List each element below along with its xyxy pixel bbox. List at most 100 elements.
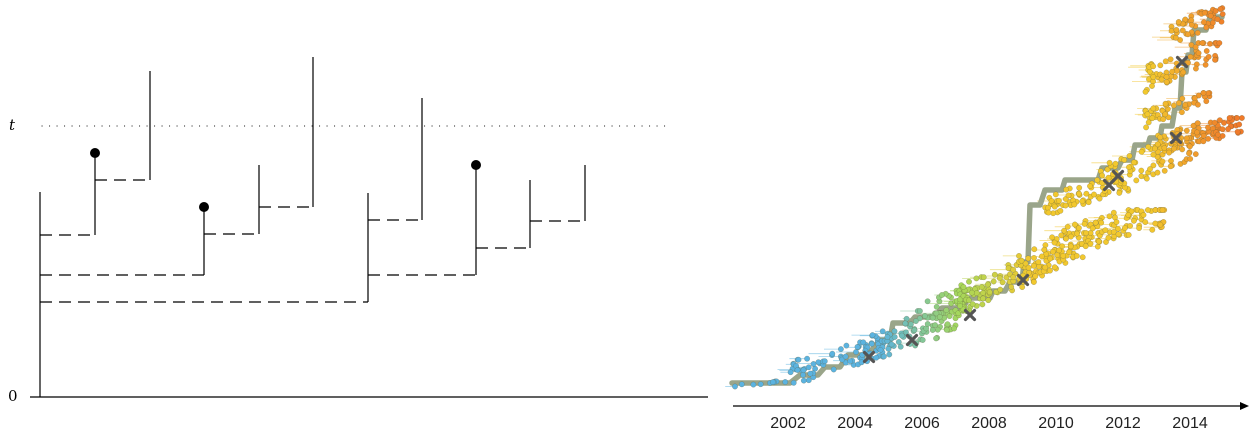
tip-dot — [1173, 26, 1180, 33]
tip-dot — [1169, 68, 1176, 75]
tip-dot — [787, 369, 794, 376]
tip-dot — [1051, 239, 1058, 246]
tip-dot — [1175, 19, 1182, 25]
tip-dot — [1121, 225, 1128, 231]
tip-dot — [1161, 145, 1168, 151]
tip-dot — [1045, 209, 1052, 216]
tip-dot — [1065, 192, 1072, 199]
tip-dot — [1105, 234, 1112, 241]
tip-dot — [985, 297, 992, 304]
tip-dot — [795, 356, 802, 363]
tip-dot — [1211, 119, 1218, 126]
tip-dot — [921, 313, 928, 319]
tip-dot — [1194, 29, 1201, 36]
year-label: 2010 — [1038, 415, 1074, 432]
tip-dot — [847, 358, 854, 365]
tip-dot — [1079, 254, 1086, 261]
year-label: 2006 — [904, 415, 940, 432]
lineages — [39, 57, 586, 397]
year-label: 2014 — [1172, 415, 1208, 432]
tip-dot — [879, 328, 886, 335]
tip-dot — [965, 297, 972, 304]
zero-label: 0 — [8, 387, 18, 405]
tip-dot — [1158, 76, 1165, 83]
tip-dot — [1167, 163, 1174, 170]
tip-dot — [993, 289, 1000, 295]
tip-dot — [800, 367, 807, 374]
year-label: 2012 — [1105, 415, 1141, 432]
tip-dot — [1019, 284, 1026, 291]
tip-dot — [854, 343, 861, 350]
tip-dot — [829, 350, 836, 357]
tip-dot — [1076, 190, 1082, 197]
tip-dot — [1157, 134, 1164, 141]
tip-dot — [991, 271, 998, 278]
tip-dot — [990, 278, 997, 285]
tip-dot — [895, 339, 902, 345]
tip-dot — [1186, 150, 1192, 157]
tip-dot — [1098, 219, 1105, 226]
tip-dot — [1035, 259, 1042, 266]
tip-dot — [1200, 132, 1207, 139]
tip-dot — [933, 335, 940, 342]
tip-dot — [916, 315, 923, 322]
tip-dot — [912, 318, 919, 325]
tip-dot — [1180, 69, 1187, 76]
tip-dot — [1149, 115, 1156, 122]
tip-dot — [1136, 225, 1143, 232]
tip-dot — [1150, 162, 1157, 169]
tip-dot — [1051, 203, 1058, 210]
tip-dot — [997, 286, 1004, 293]
tip-dot — [966, 278, 972, 285]
tip-dot — [1051, 264, 1058, 271]
tip-dot — [1087, 240, 1094, 247]
tip-dot — [1130, 159, 1137, 166]
tip-dot — [1151, 145, 1158, 152]
tip-dot — [1147, 166, 1153, 173]
tip-dot — [1066, 249, 1073, 256]
tip-dot — [1113, 219, 1120, 225]
tip-dot — [933, 303, 940, 310]
tip-dot — [1179, 27, 1186, 34]
tip-dot — [1106, 159, 1113, 166]
tip-dot — [1010, 266, 1017, 273]
tip-dot — [1226, 115, 1233, 121]
tip-dot — [1161, 167, 1168, 174]
tip-dot — [1192, 65, 1199, 72]
sample-dot — [471, 160, 481, 170]
tip-dot — [830, 366, 837, 373]
tip-dot — [1030, 262, 1037, 269]
tip-dot — [1188, 21, 1195, 28]
tip-dot — [886, 351, 893, 358]
tip-dot — [1219, 126, 1226, 133]
x-marker-icon — [1016, 273, 1030, 287]
tip-dot — [769, 379, 776, 386]
tip-dot — [1063, 235, 1069, 242]
tip-dot — [1081, 220, 1088, 227]
tip-dot — [1150, 105, 1157, 112]
tip-dot — [1187, 53, 1194, 60]
tip-dot — [946, 313, 953, 320]
tip-dot — [902, 320, 909, 327]
tip-dot — [919, 337, 926, 343]
tip-dot — [1049, 248, 1056, 255]
tip-dot — [1018, 257, 1025, 264]
tip-dot — [1144, 207, 1151, 213]
tip-dot — [1056, 247, 1062, 254]
tip-dot — [853, 349, 859, 355]
tip-dot — [1234, 128, 1241, 135]
tip-dot — [1216, 40, 1223, 46]
tip-dot — [1205, 135, 1212, 142]
tip-dot — [924, 321, 931, 327]
tip-dot — [897, 343, 904, 350]
tip-dot — [929, 327, 936, 333]
tip-dot — [1150, 63, 1157, 70]
tip-dot — [1125, 212, 1132, 218]
tip-dot — [884, 334, 891, 340]
tip-dot — [1062, 202, 1069, 209]
sampled-tips — [90, 148, 481, 212]
tip-dot — [1030, 279, 1037, 285]
tip-dot — [1138, 148, 1145, 155]
tip-dot — [1159, 207, 1166, 213]
tip-dot — [1049, 234, 1056, 241]
